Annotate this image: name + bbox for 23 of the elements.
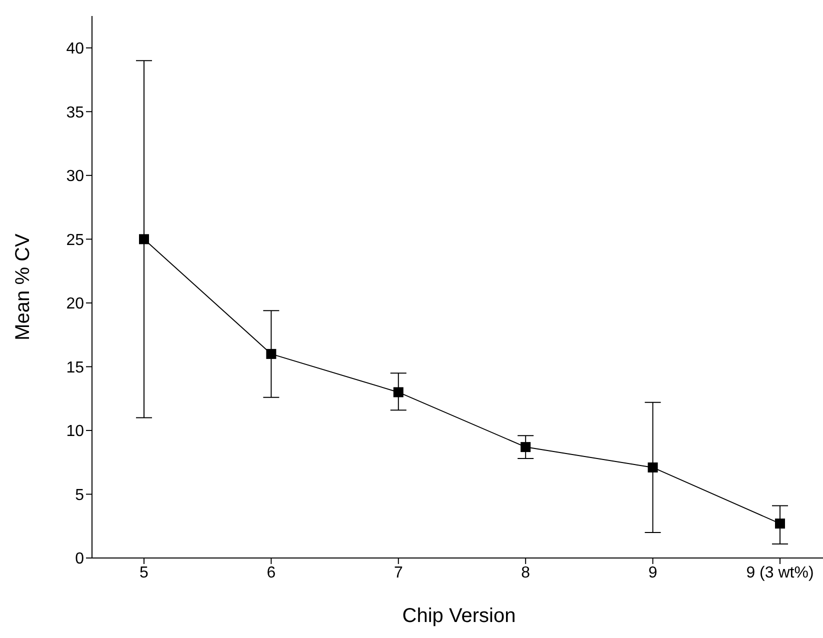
y-tick-label: 15 xyxy=(66,359,84,376)
y-tick-label: 25 xyxy=(66,232,84,249)
point xyxy=(393,387,404,398)
point xyxy=(520,442,531,452)
y-tick-label: 35 xyxy=(66,104,84,122)
x-tick-label: 5 xyxy=(140,564,149,582)
y-axis-title: Mean % CV xyxy=(12,232,34,340)
y-tick-label: 10 xyxy=(66,423,84,440)
point xyxy=(139,234,149,244)
point xyxy=(775,518,785,529)
x-tick-label: 9 xyxy=(648,564,658,582)
point xyxy=(266,348,276,359)
y-tick-label: 0 xyxy=(75,550,84,568)
x-tick-label: 9 (3 wt%) xyxy=(746,564,814,582)
x-axis-title: Chip Version xyxy=(402,605,516,627)
y-tick-label: 20 xyxy=(66,296,84,313)
y-tick-label: 5 xyxy=(75,486,84,504)
x-tick-label: 6 xyxy=(266,564,276,582)
point xyxy=(648,462,658,472)
x-tick-label: 7 xyxy=(394,564,403,582)
y-tick-label: 30 xyxy=(66,168,84,186)
y-tick-label: 40 xyxy=(66,40,84,58)
x-tick-label: 8 xyxy=(521,564,530,582)
